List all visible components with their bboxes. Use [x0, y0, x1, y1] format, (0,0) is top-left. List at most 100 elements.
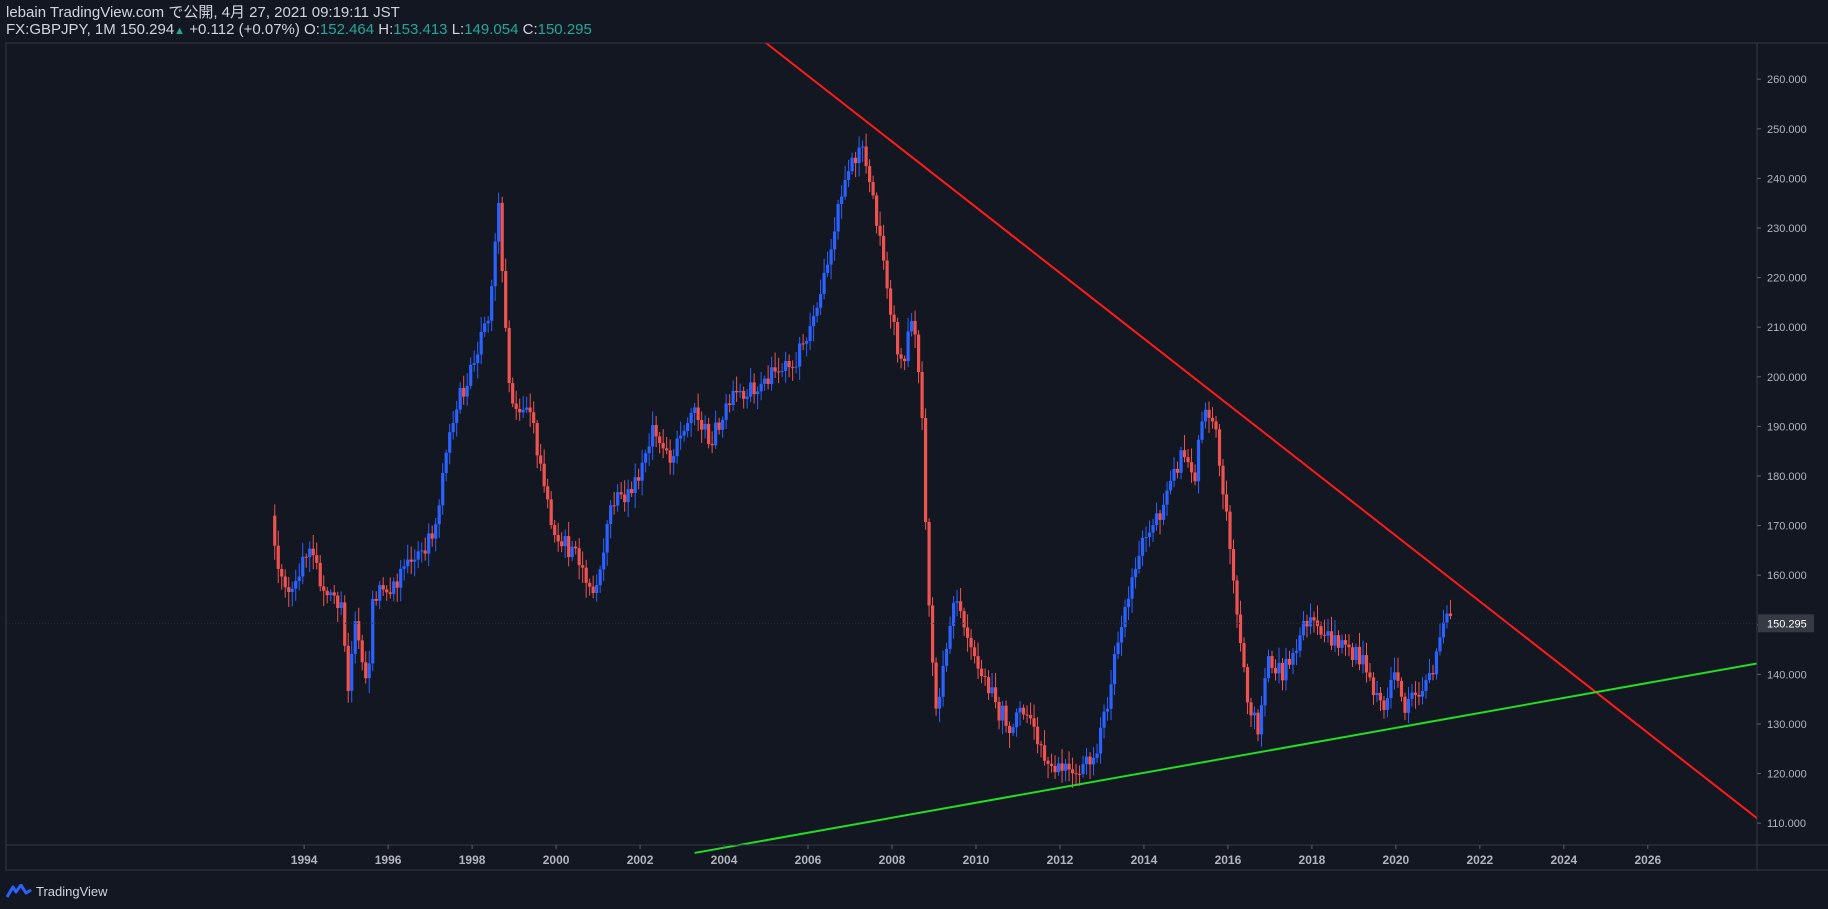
candle-body [280, 568, 284, 577]
candle-body [1196, 439, 1201, 482]
candle-body [714, 422, 718, 446]
candle-body [1004, 705, 1008, 726]
candle-body [826, 264, 830, 273]
candle-body [1438, 637, 1442, 652]
candle-body [742, 390, 746, 399]
candle-body [1308, 617, 1313, 627]
candle-body [916, 334, 921, 373]
candle-body [665, 448, 669, 451]
y-tick-label: 240.000 [1767, 173, 1807, 185]
candle-body [273, 515, 277, 546]
candle-body [423, 550, 427, 554]
support-trendline [694, 662, 1758, 854]
candle-body [728, 403, 732, 406]
candle-body [490, 286, 494, 321]
candle-body [1116, 642, 1120, 655]
candle-body [983, 676, 987, 678]
candle-body [528, 407, 532, 413]
candle-body [1042, 745, 1047, 761]
candle-body [902, 358, 907, 362]
candle-body [560, 541, 564, 547]
candle-body [735, 390, 739, 393]
candle-body [381, 585, 385, 590]
candle-body [679, 435, 683, 439]
candle-body [1098, 727, 1103, 754]
candle-body [598, 569, 602, 586]
candle-body [553, 525, 557, 536]
candle-body [451, 423, 455, 433]
candle-body [710, 443, 714, 446]
up-triangle-icon: ▲ [174, 25, 186, 37]
candle-body [836, 204, 840, 232]
candle-body [574, 546, 578, 549]
candle-body [409, 559, 413, 562]
candle-body [693, 407, 697, 413]
candle-body [1270, 656, 1274, 668]
symbol-ohlc-row: FX:GBPJPY, 1M 150.294▲ +0.112 (+0.07%) O… [6, 21, 1806, 40]
candle-body [861, 146, 865, 148]
x-tick-label: 2010 [963, 853, 990, 867]
candle-body [581, 565, 585, 568]
candle-body [395, 581, 399, 588]
symbol-label[interactable]: FX:GBPJPY, 1M [6, 21, 116, 38]
candle-body [458, 387, 462, 410]
candle-body [1231, 549, 1236, 581]
candle-body [479, 331, 483, 355]
candle-body [294, 580, 298, 589]
candle-body [1084, 756, 1089, 765]
candle-body [1441, 622, 1446, 638]
candle-body [318, 562, 322, 587]
candle-body [668, 450, 672, 463]
candle-body [871, 181, 875, 196]
candle-body [1154, 513, 1159, 526]
candle-body [721, 419, 725, 430]
candle-body [756, 391, 760, 395]
candle-body [1294, 650, 1299, 653]
candle-body [1147, 532, 1152, 538]
candle-body [1035, 726, 1040, 745]
candle-body [535, 423, 539, 456]
candle-body [588, 582, 592, 587]
y-tick-label: 140.000 [1767, 669, 1807, 681]
candle-body [525, 407, 529, 410]
candle-body [1385, 698, 1390, 710]
candle-body [1088, 756, 1092, 765]
publish-info: lebain TradingView.com で公開, 4月 27, 2021 … [6, 4, 400, 21]
candle-body [1060, 763, 1064, 771]
candle-body [462, 387, 466, 397]
candle-body [686, 423, 690, 432]
candle-body [1420, 690, 1425, 697]
candle-body [1214, 421, 1218, 430]
candle-body [675, 438, 679, 457]
candle-body [427, 533, 431, 554]
candle-body [1396, 672, 1400, 681]
candle-body [476, 354, 480, 364]
candle-body [1018, 707, 1022, 713]
candle-body [521, 409, 525, 413]
candle-body [584, 567, 588, 583]
candle-body [1161, 504, 1166, 520]
candle-body [1140, 537, 1145, 556]
candle-body [892, 314, 896, 323]
tradingview-brand: TradingView [36, 883, 108, 899]
y-tick-label: 110.000 [1767, 818, 1806, 830]
candle-body [287, 587, 291, 592]
open-label: O: [304, 21, 320, 38]
candle-body [1329, 631, 1334, 646]
candle-body [493, 241, 497, 287]
x-tick-label: 1998 [459, 853, 486, 867]
candle-body [682, 431, 686, 436]
candle-body [1326, 631, 1330, 636]
candle-body [1021, 707, 1026, 715]
candle-body [1399, 680, 1404, 697]
candle-body [1077, 773, 1082, 775]
candle-body [1186, 457, 1190, 463]
candle-body [1109, 684, 1113, 709]
candle-body [1039, 744, 1043, 746]
candle-body [1053, 765, 1057, 773]
candle-body [1200, 421, 1204, 440]
candles-group [273, 133, 1453, 788]
candle-body [1189, 462, 1194, 473]
candle-body [402, 566, 406, 569]
